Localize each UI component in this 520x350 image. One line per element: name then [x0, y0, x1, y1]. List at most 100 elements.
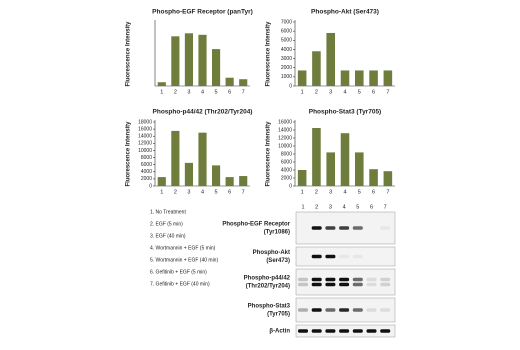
y-axis-label: Fluorescence Intensity — [126, 121, 132, 187]
bar — [340, 70, 350, 86]
bar — [225, 77, 234, 86]
bar — [239, 176, 248, 186]
bar — [212, 49, 221, 86]
lane-label: 7 — [384, 204, 387, 210]
y-tick-label: 2000 — [281, 175, 292, 181]
bar — [383, 70, 393, 86]
bar — [157, 82, 166, 86]
bar — [157, 177, 166, 186]
bar — [383, 171, 393, 186]
bar — [369, 169, 378, 186]
y-tick-label: 18000 — [138, 119, 152, 125]
treatment: 1. No Treatment — [150, 209, 186, 215]
bar — [355, 70, 364, 86]
blot-band — [339, 329, 350, 333]
y-tick-label: 8000 — [281, 151, 292, 157]
y-tick-label: 16000 — [138, 126, 152, 132]
blot-row-label: (Ser473) — [266, 258, 290, 264]
treatment: 4. Wortmannin + EGF (5 min) — [150, 245, 216, 251]
bar — [326, 152, 335, 186]
x-tick-label: 4 — [201, 189, 204, 195]
bar — [326, 32, 335, 86]
blot-band — [311, 254, 322, 259]
lane-label: 2 — [315, 204, 318, 210]
y-tick-label: 14000 — [138, 134, 152, 140]
x-tick-label: 6 — [372, 189, 375, 195]
blot-band — [380, 226, 391, 230]
bar — [198, 34, 207, 86]
y-tick-label: 7000 — [281, 19, 292, 25]
blot-band — [380, 277, 391, 282]
lane-label: 1 — [301, 204, 304, 210]
bar — [225, 177, 234, 186]
y-tick-label: 6000 — [281, 159, 292, 165]
blot-band — [311, 277, 322, 282]
blot-band — [339, 282, 350, 287]
chart-title: Phospho-EGF Receptor (panTyr) — [152, 9, 253, 16]
blot-band — [325, 329, 336, 333]
blot-band — [325, 254, 336, 259]
y-tick-label: 12000 — [278, 135, 292, 141]
treatment: 7. Gefitinib + EGF (40 min) — [150, 281, 210, 287]
blot-row-label: (Tyr705) — [267, 312, 290, 318]
x-tick-label: 3 — [187, 189, 190, 195]
blot-band — [311, 226, 322, 230]
chart-title: Phospho-Akt (Ser473) — [311, 9, 379, 16]
blot-row-label: Phospho-Stat3 — [248, 304, 291, 310]
x-tick-label: 5 — [215, 89, 218, 95]
y-tick-label: 6000 — [141, 162, 152, 168]
blot-band — [311, 282, 322, 287]
bar — [198, 132, 207, 186]
bar — [369, 70, 378, 86]
y-tick-label: 4000 — [281, 47, 292, 53]
treatment: 3. EGF (40 min) — [150, 233, 186, 239]
blot-band — [298, 277, 308, 282]
blot-band — [352, 277, 363, 282]
blot-band — [380, 329, 391, 333]
x-tick-label: 4 — [343, 89, 346, 95]
bar — [171, 36, 180, 86]
blot-band — [311, 308, 322, 312]
blot-band — [352, 308, 363, 312]
bar — [184, 33, 193, 86]
blot-band — [298, 329, 308, 333]
blot-band — [311, 329, 322, 333]
blot-row-label: Phospho-p44/42 — [244, 276, 291, 282]
lane-label: 6 — [370, 204, 373, 210]
y-tick-label: 2000 — [281, 65, 292, 71]
bar — [312, 128, 321, 186]
blot-band — [352, 226, 363, 230]
blot-band — [380, 308, 391, 312]
x-tick-label: 7 — [242, 189, 245, 195]
treatment: 5. Wortmannin + EGF (40 min) — [150, 257, 218, 263]
blot-row-label: (Tyr1086) — [264, 230, 290, 236]
x-tick-label: 4 — [201, 89, 204, 95]
chart-title: Phospho-p44/42 (Thr202/Tyr204) — [153, 109, 253, 116]
y-tick-label: 10000 — [138, 148, 152, 154]
x-tick-label: 7 — [386, 189, 389, 195]
y-tick-label: 2000 — [141, 176, 152, 182]
blot-row-label: Phospho-EGF Receptor — [222, 222, 290, 228]
y-tick-label: 14000 — [278, 127, 292, 133]
blot-row-label: Phospho-Akt — [253, 250, 290, 256]
y-axis-label: Fluorescence Intensity — [266, 21, 272, 87]
blot-band — [339, 308, 350, 312]
blot-band — [366, 329, 377, 333]
blot-band — [366, 277, 377, 282]
x-tick-label: 2 — [174, 89, 177, 95]
y-tick-label: 3000 — [281, 56, 292, 62]
blot-row-label: β-Actin — [269, 329, 290, 335]
blot-band — [339, 254, 350, 259]
blot-band — [352, 329, 363, 333]
y-tick-label: 4000 — [281, 167, 292, 173]
y-tick-label: 6000 — [281, 28, 292, 34]
y-tick-label: 12000 — [138, 141, 152, 147]
y-tick-label: 8000 — [141, 155, 152, 161]
blot-band — [325, 308, 336, 312]
blot-band — [366, 282, 377, 287]
blot-band — [325, 277, 336, 282]
y-axis-label: Fluorescence Intensity — [126, 21, 132, 87]
x-tick-label: 5 — [215, 189, 218, 195]
x-tick-label: 6 — [228, 189, 231, 195]
x-tick-label: 1 — [160, 189, 163, 195]
